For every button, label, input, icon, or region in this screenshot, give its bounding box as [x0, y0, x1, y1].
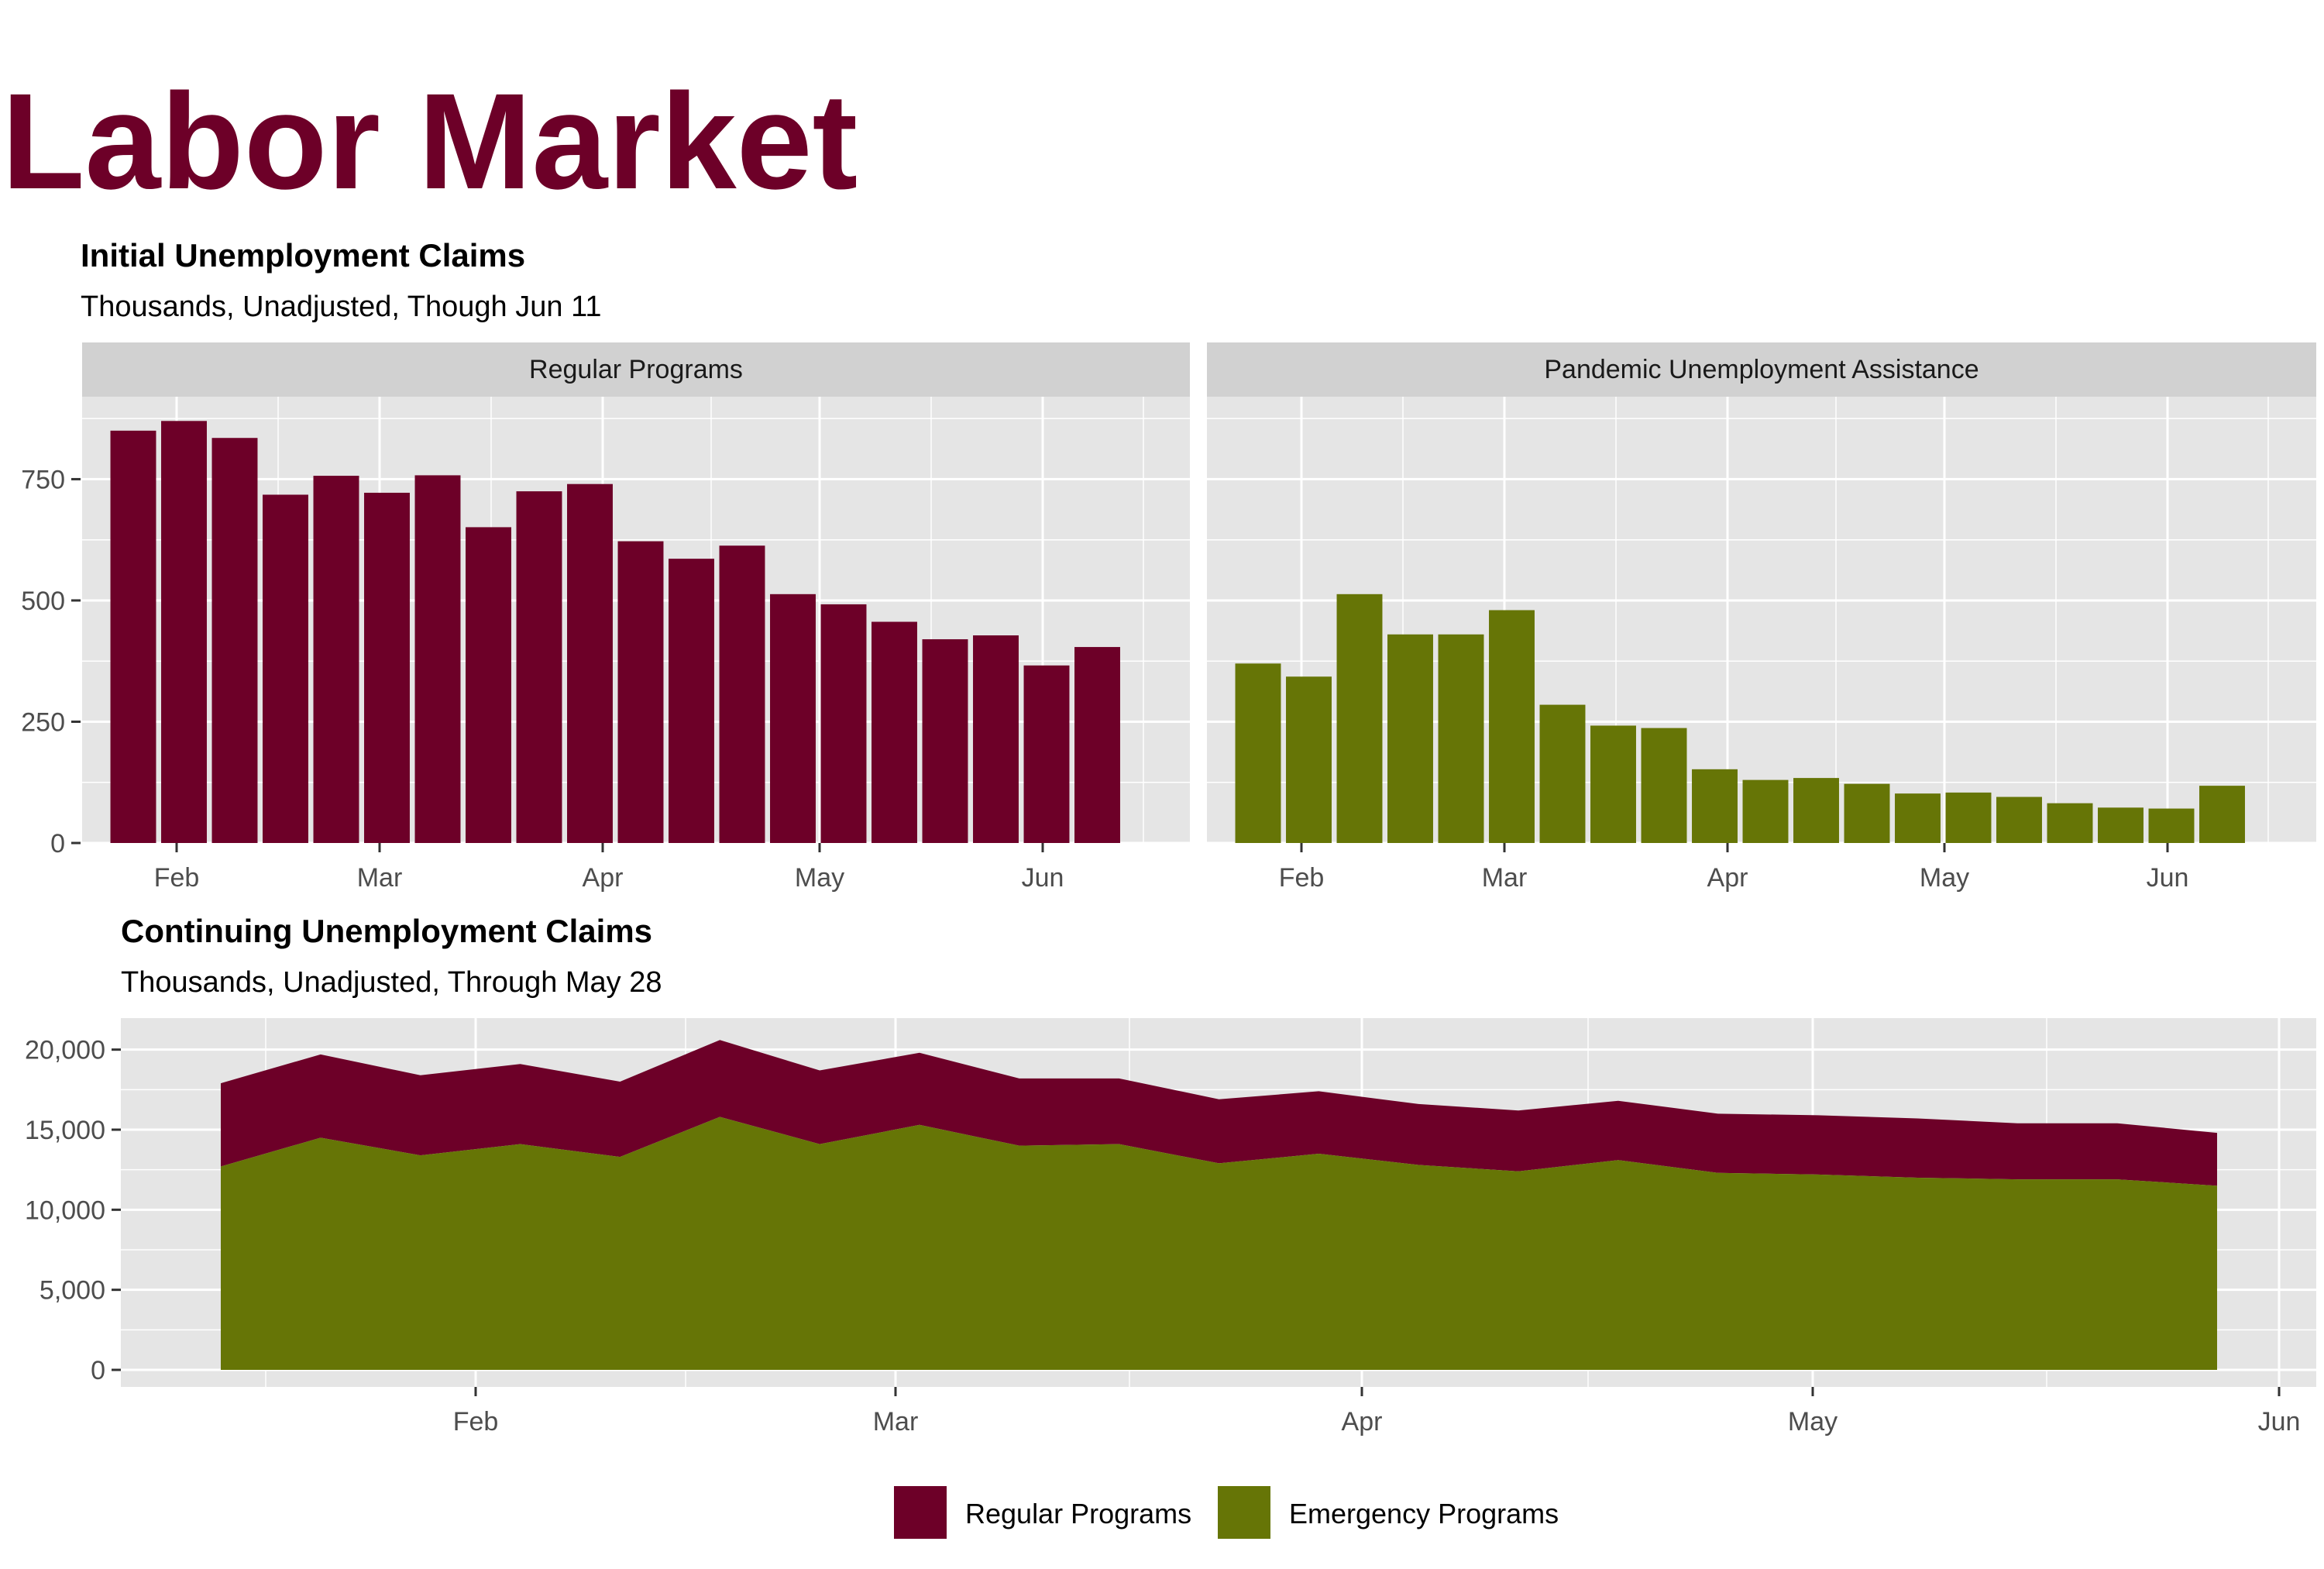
facet-regular-programs: Regular Programs Feb Mar Apr May Jun [74, 342, 1190, 893]
x-tick-label: Mar [873, 1407, 919, 1437]
bar [161, 421, 207, 843]
x-tick-label: Jun [1022, 863, 1064, 893]
y-tick-label: 0 [91, 1356, 105, 1385]
bar [1692, 769, 1738, 843]
area-series-emergency [221, 1117, 2217, 1370]
bar [719, 545, 765, 843]
bar [567, 483, 613, 843]
bar [466, 527, 511, 843]
bar [2098, 807, 2144, 843]
bar [1793, 778, 1839, 843]
x-tick-label: Jun [2258, 1407, 2301, 1437]
bar [1945, 792, 1992, 843]
bar [820, 604, 867, 843]
bar [617, 541, 664, 843]
x-tick-label: May [1920, 863, 1969, 893]
bar [2148, 808, 2195, 843]
y-tick-label: 20,000 [25, 1036, 105, 1065]
x-tick-label: May [1788, 1407, 1838, 1437]
facet-strip-label: Regular Programs [529, 355, 743, 384]
facet-strip [1207, 342, 2316, 397]
y-tick-label: 750 [21, 465, 65, 494]
bar [1641, 728, 1687, 843]
bar [1489, 610, 1535, 843]
bar [2047, 803, 2093, 843]
legend-label-emergency: Emergency Programs [1289, 1498, 1559, 1529]
area-series-regular [221, 1040, 2217, 1186]
bar [1539, 704, 1586, 843]
bar [110, 430, 156, 843]
y-tick-label: 5,000 [40, 1276, 105, 1306]
bar [1387, 634, 1433, 843]
legend-swatch-emergency [1218, 1486, 1270, 1539]
bar [1336, 594, 1383, 843]
bar [1742, 779, 1789, 843]
facet-strip-label: Pandemic Unemployment Assistance [1544, 355, 1978, 384]
bar [871, 621, 917, 843]
initial-claims-subtitle: Thousands, Unadjusted, Though Jun 11 [81, 291, 602, 323]
bar [770, 594, 816, 843]
bar [516, 491, 562, 843]
x-tick-label: Mar [1482, 863, 1528, 893]
bar [313, 476, 359, 843]
continuing-claims-title: Continuing Unemployment Claims [121, 913, 652, 949]
bar [1438, 634, 1484, 843]
legend-swatch-regular [894, 1486, 947, 1539]
y-tick-label: 500 [21, 587, 65, 616]
bar [1286, 676, 1332, 843]
x-tick-label: Jun [2147, 863, 2189, 893]
x-tick-label: Feb [453, 1407, 499, 1437]
x-tick-label: Apr [1342, 1407, 1383, 1437]
bar [1844, 783, 1890, 843]
continuing-claims-panel: 0 5,000 10,000 15,000 20,000 Feb Mar Apr May Jun [25, 1018, 2316, 1437]
bar [1590, 725, 1636, 843]
continuing-claims-subtitle: Thousands, Unadjusted, Through May 28 [121, 966, 662, 999]
bar [1074, 647, 1120, 843]
x-tick-label: Feb [1279, 863, 1325, 893]
x-tick-label: Apr [1707, 863, 1748, 893]
x-tick-label: Apr [583, 863, 624, 893]
bar [1895, 793, 1941, 843]
bar [922, 639, 968, 843]
x-tick-label: May [795, 863, 844, 893]
bar [2199, 786, 2245, 843]
facet-strip [82, 342, 1190, 397]
y-tick-label: 15,000 [25, 1116, 105, 1145]
x-tick-label: Mar [357, 863, 403, 893]
initial-claims-y-axis: 0 250 500 750 [21, 465, 81, 858]
y-tick-label: 10,000 [25, 1196, 105, 1225]
legend-label-regular: Regular Programs [965, 1498, 1191, 1529]
bar [1996, 797, 2042, 843]
initial-claims-title: Initial Unemployment Claims [81, 237, 525, 274]
bar [263, 494, 308, 843]
y-tick-label: 250 [21, 707, 65, 737]
bar [364, 492, 410, 843]
bar [973, 635, 1019, 843]
bar [1023, 665, 1070, 843]
x-tick-label: Feb [154, 863, 200, 893]
y-tick-label: 0 [50, 829, 65, 858]
bar [669, 559, 714, 843]
bar [211, 438, 258, 843]
page-title: Labor Market [2, 66, 858, 218]
bar [1235, 663, 1281, 843]
legend: Regular Programs Emergency Programs [894, 1486, 1559, 1539]
facet-pandemic-assistance: Pandemic Unemployment Assistance Feb Mar Ap… [1199, 342, 2316, 893]
bar [414, 475, 461, 843]
